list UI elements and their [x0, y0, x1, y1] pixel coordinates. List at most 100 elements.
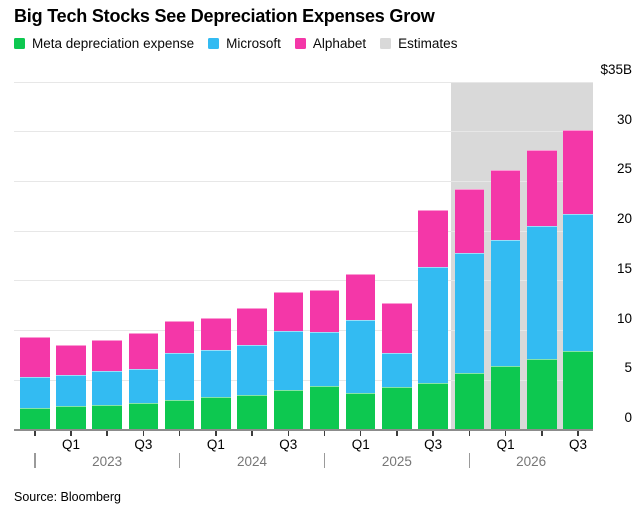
- year-label-2026: 2026: [516, 454, 547, 469]
- bar-q4-2024-meta: [309, 386, 340, 430]
- y-axis-label-35: $35B: [600, 62, 632, 77]
- legend-label-meta: Meta depreciation expense: [32, 36, 195, 51]
- year-separator: [178, 453, 181, 468]
- legend-item-meta: Meta depreciation expense: [14, 36, 194, 51]
- y-axis-label-0: 0: [624, 410, 632, 425]
- bar-q4-2022-alphabet: [20, 336, 50, 378]
- bar-q4-2023-alphabet: [164, 320, 195, 354]
- year-separator: [34, 453, 36, 468]
- bar-q4-2025-meta: [454, 373, 485, 430]
- y-axis-label-15: 15: [616, 260, 632, 276]
- year-label-2025: 2025: [381, 454, 412, 469]
- legend-swatch-alphabet-icon: [294, 38, 306, 49]
- x-axis-tick: [178, 431, 181, 436]
- gridline-25: [14, 180, 593, 182]
- x-axis-tick: [468, 431, 471, 436]
- year-separator: [323, 453, 326, 468]
- year-separator: [468, 453, 471, 468]
- legend-swatch-microsoft-icon: [208, 38, 220, 49]
- bar-q3-2026-microsoft: [563, 214, 593, 352]
- x-axis-quarter-label: Q1: [351, 437, 370, 452]
- bar-q4-2025-microsoft: [454, 253, 485, 374]
- gridline-35: [14, 81, 593, 83]
- bar-q1-2023-meta: [56, 406, 86, 430]
- x-axis-quarter-label: Q3: [424, 437, 443, 452]
- bar-q1-2024-microsoft: [201, 350, 231, 398]
- x-axis-tick: [106, 431, 108, 436]
- bar-q2-2025-microsoft: [382, 353, 412, 388]
- legend-label-microsoft: Microsoft: [226, 36, 281, 51]
- bar-q1-2026-meta: [490, 366, 521, 430]
- bar-q1-2025-microsoft: [345, 319, 376, 394]
- bar-q2-2023-alphabet: [92, 339, 122, 372]
- legend-label-estimates: Estimates: [398, 36, 458, 51]
- legend-label-alphabet: Alphabet: [312, 36, 367, 51]
- gridline-30: [14, 131, 593, 133]
- bar-q3-2023-alphabet: [128, 332, 159, 370]
- bar-q4-2024-alphabet: [309, 289, 340, 332]
- bar-q2-2026-microsoft: [527, 226, 557, 360]
- bar-q3-2024-alphabet: [273, 291, 304, 331]
- legend-swatch-meta-icon: [14, 38, 25, 49]
- bar-q2-2023-microsoft: [92, 371, 122, 406]
- x-axis-tick: [251, 431, 253, 436]
- x-axis-tick: [577, 431, 579, 436]
- x-axis-quarter-label: Q3: [134, 437, 153, 452]
- bar-q3-2025-alphabet: [418, 210, 448, 267]
- bar-q1-2026-alphabet: [490, 170, 521, 241]
- legend-item-microsoft: Microsoft: [208, 36, 281, 51]
- y-axis-label-10: 10: [616, 310, 632, 326]
- bar-q1-2024-alphabet: [201, 317, 231, 351]
- bar-q1-2023-microsoft: [56, 375, 86, 407]
- x-axis-tick: [34, 431, 36, 436]
- x-axis-baseline: [14, 429, 593, 431]
- year-label-2024: 2024: [237, 454, 268, 469]
- chart-title: Big Tech Stocks See Depreciation Expense…: [14, 6, 435, 26]
- bar-q3-2023-microsoft: [128, 369, 159, 404]
- x-axis-tick: [504, 431, 507, 436]
- bar-q4-2024-microsoft: [309, 331, 340, 387]
- bar-q4-2022-microsoft: [20, 377, 50, 409]
- bar-q3-2024-microsoft: [273, 330, 304, 391]
- x-axis-tick: [142, 431, 145, 436]
- bar-q1-2025-meta: [345, 393, 376, 430]
- bar-q3-2025-meta: [418, 383, 448, 430]
- x-axis-tick: [359, 431, 362, 436]
- gridline-15: [14, 280, 593, 282]
- bar-q2-2026-meta: [527, 359, 557, 430]
- legend-item-estimates: Estimates: [380, 36, 457, 51]
- x-axis-tick: [287, 431, 290, 436]
- year-label-2023: 2023: [92, 454, 123, 469]
- x-axis-quarter-label: Q1: [206, 437, 225, 452]
- x-axis-tick: [323, 431, 326, 436]
- bar-q4-2023-microsoft: [164, 353, 195, 401]
- bar-q1-2024-meta: [201, 397, 231, 430]
- x-axis-quarter-label: Q3: [569, 437, 588, 452]
- bar-q3-2026-alphabet: [563, 129, 593, 215]
- x-axis-quarter-label: Q1: [61, 437, 80, 452]
- bar-q3-2026-meta: [563, 351, 593, 430]
- x-axis-tick: [70, 431, 72, 436]
- bar-q2-2024-alphabet: [237, 307, 267, 346]
- bar-q3-2025-microsoft: [418, 266, 448, 384]
- bar-q4-2025-alphabet: [454, 189, 485, 253]
- bar-q3-2024-meta: [273, 390, 304, 430]
- y-axis-label-30: 30: [616, 111, 632, 127]
- bar-q2-2025-alphabet: [382, 302, 412, 354]
- bar-q1-2025-alphabet: [345, 273, 376, 320]
- x-axis-tick: [541, 431, 543, 436]
- source-attribution: Source: Bloomberg: [14, 490, 122, 504]
- gridline-10: [14, 330, 593, 332]
- x-axis-tick: [432, 431, 434, 436]
- x-axis-quarter-label: Q1: [496, 437, 515, 452]
- y-axis-label-25: 25: [616, 161, 632, 177]
- bar-q4-2022-meta: [20, 408, 50, 430]
- bar-q2-2024-microsoft: [237, 345, 267, 396]
- y-axis-label-20: 20: [616, 211, 632, 227]
- bar-q4-2023-meta: [164, 400, 195, 430]
- bar-q3-2023-meta: [128, 403, 159, 430]
- legend-swatch-estimates-icon: [380, 38, 392, 49]
- bar-q2-2025-meta: [382, 387, 412, 430]
- legend-item-alphabet: Alphabet: [294, 36, 367, 51]
